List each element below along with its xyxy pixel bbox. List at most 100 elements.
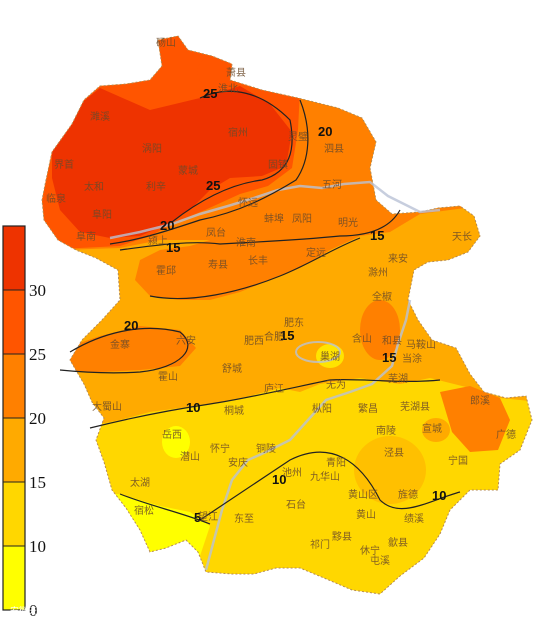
place-label: 和县 [382, 335, 402, 347]
legend-band [3, 226, 25, 290]
watermark: 安徽天气 [10, 605, 46, 617]
place-label: 芜湖 [388, 372, 408, 385]
place-label: 广德 [496, 428, 516, 441]
huai-river [109, 180, 441, 240]
place-label: 马鞍山 [406, 338, 436, 351]
place-label: 寿县 [208, 258, 228, 271]
place-label: 休宁 [360, 544, 380, 557]
legend-band [3, 354, 25, 418]
place-label: 天长 [452, 231, 472, 243]
place-label: 桐城 [224, 404, 244, 417]
place-label: 含山 [352, 332, 372, 345]
place-label: 淮北 [218, 83, 238, 95]
isoline-10-south [199, 451, 461, 521]
place-label: 东至 [234, 512, 254, 525]
legend-tick-label: 30 [29, 281, 46, 300]
place-label: 宁国 [448, 454, 468, 467]
place-label: 利辛 [146, 180, 166, 193]
isoline-10 [89, 378, 441, 429]
place-label: 当涂 [402, 352, 422, 365]
legend-band [3, 546, 25, 610]
place-label: 无为 [326, 379, 346, 391]
place-label: 霍邱 [156, 264, 176, 277]
place-label: 六安 [176, 334, 196, 347]
place-label: 灵璧 [288, 130, 308, 143]
place-label: 定远 [306, 246, 326, 259]
place-label: 阜阳 [92, 208, 112, 221]
isoline-label: 25 [203, 86, 217, 101]
isoline-15 [119, 209, 401, 251]
place-label: 淮南 [236, 236, 256, 249]
place-label: 全椒 [372, 290, 392, 303]
place-label: 黟县 [332, 531, 352, 543]
place-label: 萧县 [226, 67, 246, 79]
place-label: 歙县 [388, 536, 408, 549]
place-label: 潜山 [180, 450, 200, 463]
place-label: 宿松 [134, 504, 154, 517]
legend-band [3, 290, 25, 354]
place-label: 屯溪 [370, 554, 390, 567]
place-label: 岳西 [162, 429, 182, 441]
place-label: 安庆 [228, 456, 248, 469]
place-label: 黄山区 [348, 488, 378, 501]
place-label: 霍山 [158, 371, 178, 383]
isoline-label: 10 [272, 472, 286, 487]
place-label: 五河 [322, 179, 342, 191]
legend-tick-label: 15 [29, 473, 46, 492]
place-label: 南陵 [376, 424, 396, 437]
place-label: 芜湖县 [400, 400, 430, 413]
place-label: 滁州 [368, 266, 388, 279]
place-label: 固镇 [268, 158, 288, 171]
isoline-label: 10 [432, 488, 446, 503]
place-label: 绩溪 [404, 512, 424, 525]
place-labels: 砀山 萧县 淮北 濉溪 宿州 灵璧 泗县 涡阳 蒙城 界首 太和 利辛 临泉 阜… [46, 37, 516, 567]
isoline-label: 15 [280, 328, 294, 343]
band-30-plus [52, 86, 292, 238]
place-label: 泾县 [384, 446, 404, 459]
isoline-label: 25 [206, 178, 220, 193]
place-label: 望江 [198, 510, 218, 523]
place-label: 涡阳 [142, 143, 162, 155]
place-label: 旌德 [398, 488, 418, 501]
legend-tick-label: 25 [29, 345, 46, 364]
isoline-label: 10 [186, 400, 200, 415]
place-label: 蚌埠 [264, 212, 284, 225]
band-15-20-xuancheng [422, 418, 450, 442]
place-label: 金寨 [110, 338, 130, 351]
place-label: 肥东 [284, 316, 304, 329]
place-label: 颍上 [148, 234, 168, 247]
band-20-25-west [60, 326, 196, 372]
legend-tick-label: 0 [29, 601, 38, 620]
isoline-20-north [109, 99, 309, 245]
place-label: 来安 [388, 252, 408, 265]
place-label: 砀山 [156, 37, 176, 49]
place-label: 青阳 [326, 456, 346, 469]
isoline-25 [171, 90, 293, 223]
isoline-group [59, 90, 461, 525]
place-label: 石台 [286, 498, 306, 511]
place-label: 泗县 [324, 143, 344, 155]
isoline-15-central [149, 237, 361, 300]
place-label: 巢湖 [320, 350, 340, 363]
isoline-label: 5 [194, 510, 201, 525]
place-label: 凤阳 [292, 213, 312, 225]
isoline-label: 20 [318, 124, 332, 139]
band-0-10-yuexi [162, 426, 190, 458]
place-label: 界首 [54, 158, 74, 171]
legend-band [3, 482, 25, 546]
place-label: 怀宁 [210, 442, 230, 455]
place-label: 太和 [84, 180, 104, 193]
place-label: 宣城 [422, 422, 442, 435]
place-label: 合肥 [264, 330, 284, 343]
place-label: 铜陵 [256, 443, 276, 455]
chaohu-lake [295, 341, 341, 363]
color-legend: 0 10 15 20 25 30 [2, 225, 46, 620]
place-label: 长丰 [248, 254, 268, 267]
place-label: 庐江 [264, 382, 284, 395]
place-label: 肥西 [244, 335, 264, 347]
isoline-20-west [59, 327, 189, 374]
place-label: 临泉 [46, 192, 66, 205]
isoline-5 [119, 493, 211, 525]
isoline-label: 20 [124, 318, 138, 333]
